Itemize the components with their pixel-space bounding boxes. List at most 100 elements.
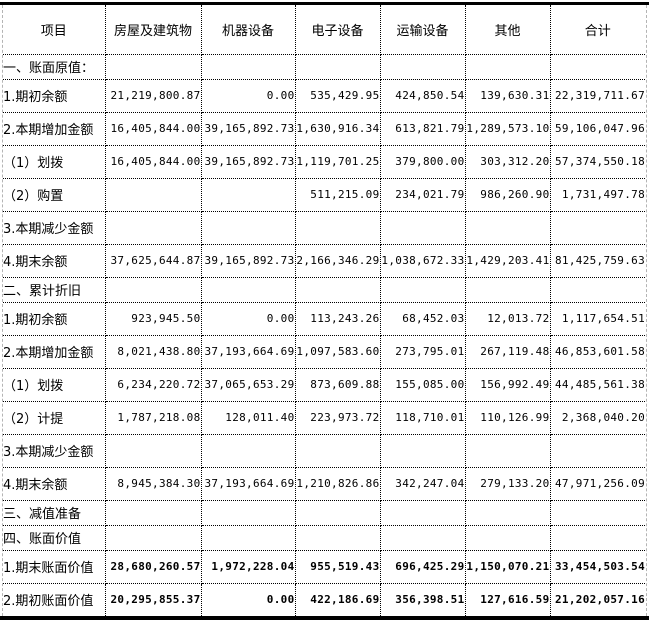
value-cell: 1,210,826.86 bbox=[294, 466, 381, 501]
value-cell: 422,186.69 bbox=[294, 582, 381, 616]
table-row: 1.期末账面价值 28,680,260.57 1,972,228.04 955,519… bbox=[3, 549, 645, 584]
value-cell: 273,795.01 bbox=[379, 334, 466, 369]
top-border-rule bbox=[0, 2, 649, 5]
column-header: 机器设备 bbox=[200, 5, 296, 55]
row-label: 2.本期增加金额 bbox=[3, 111, 106, 146]
value-cell: 356,398.51 bbox=[379, 582, 466, 616]
value-cell bbox=[379, 210, 466, 245]
value-cell bbox=[379, 499, 466, 526]
value-cell: 20,295,855.37 bbox=[104, 582, 202, 616]
value-cell bbox=[104, 177, 202, 212]
row-label: 四、账面价值 bbox=[3, 524, 106, 551]
value-cell bbox=[200, 499, 296, 526]
value-cell bbox=[104, 276, 202, 303]
value-cell: 39,165,892.73 bbox=[200, 144, 296, 179]
table-header: 项目 房屋及建筑物 机器设备 电子设备 运输设备 其他 合计 bbox=[3, 5, 645, 55]
value-cell bbox=[294, 53, 381, 80]
value-cell: 1,630,916.34 bbox=[294, 111, 381, 146]
value-cell bbox=[379, 524, 466, 551]
value-cell bbox=[379, 53, 466, 80]
value-cell: 81,425,759.63 bbox=[549, 243, 645, 278]
row-label: 4.期末余额 bbox=[3, 466, 106, 501]
row-label: 2.本期增加金额 bbox=[3, 334, 106, 369]
value-cell: 37,625,644.87 bbox=[104, 243, 202, 278]
value-cell bbox=[104, 210, 202, 245]
value-cell: 342,247.04 bbox=[379, 466, 466, 501]
asset-table-body: 一、账面原值： 1.期初余额 21,219,800.87 0.00 535,429.95… bbox=[3, 53, 645, 616]
row-label: 1.期末账面价值 bbox=[3, 549, 106, 584]
row-label: （1）划拨 bbox=[3, 144, 106, 179]
table-row: 一、账面原值： bbox=[3, 53, 645, 80]
value-cell: 1,038,672.33 bbox=[379, 243, 466, 278]
value-cell bbox=[549, 210, 645, 245]
row-label: 3.本期减少金额 bbox=[3, 210, 106, 245]
value-cell bbox=[294, 433, 381, 468]
value-cell: 139,630.31 bbox=[464, 78, 551, 113]
value-cell: 37,193,664.69 bbox=[200, 466, 296, 501]
value-cell bbox=[294, 210, 381, 245]
value-cell: 535,429.95 bbox=[294, 78, 381, 113]
value-cell: 613,821.79 bbox=[379, 111, 466, 146]
value-cell bbox=[200, 210, 296, 245]
row-label: 1.期初余额 bbox=[3, 301, 106, 336]
value-cell bbox=[549, 433, 645, 468]
value-cell: 37,193,664.69 bbox=[200, 334, 296, 369]
value-cell: 59,106,047.96 bbox=[549, 111, 645, 146]
value-cell: 1,150,070.21 bbox=[464, 549, 551, 584]
value-cell bbox=[464, 276, 551, 303]
row-label: （2）购置 bbox=[3, 177, 106, 212]
value-cell: 16,405,844.00 bbox=[104, 144, 202, 179]
value-cell: 21,219,800.87 bbox=[104, 78, 202, 113]
table-row: 4.期末余额 8,945,384.30 37,193,664.69 1,210,826… bbox=[3, 466, 645, 501]
value-cell bbox=[104, 433, 202, 468]
row-label: 三、减值准备 bbox=[3, 499, 106, 526]
value-cell: 986,260.90 bbox=[464, 177, 551, 212]
value-cell bbox=[464, 524, 551, 551]
row-label: （2）计提 bbox=[3, 400, 106, 435]
value-cell: 955,519.43 bbox=[294, 549, 381, 584]
bottom-border-rule bbox=[0, 616, 649, 620]
value-cell: 923,945.50 bbox=[104, 301, 202, 336]
value-cell: 279,133.20 bbox=[464, 466, 551, 501]
page-edge-guides: 项目 房屋及建筑物 机器设备 电子设备 运输设备 其他 合计 一、账面原值： 1.期初余额 21… bbox=[2, 5, 647, 616]
table-row: 1.期初余额 923,945.50 0.00 113,243.26 68,452.03 1… bbox=[3, 301, 645, 336]
value-cell: 33,454,503.54 bbox=[549, 549, 645, 584]
value-cell: 424,850.54 bbox=[379, 78, 466, 113]
value-cell: 21,202,057.16 bbox=[549, 582, 645, 616]
value-cell: 6,234,220.72 bbox=[104, 367, 202, 402]
table-row: 3.本期减少金额 bbox=[3, 433, 645, 468]
fixed-assets-table: 项目 房屋及建筑物 机器设备 电子设备 运输设备 其他 合计 一、账面原值： 1.期初余额 21… bbox=[3, 5, 645, 616]
value-cell: 1,429,203.41 bbox=[464, 243, 551, 278]
table-row: 2.期初账面价值 20,295,855.37 0.00 422,186.69 356,3… bbox=[3, 582, 645, 616]
table-row: （1）划拨 16,405,844.00 39,165,892.73 1,119,701… bbox=[3, 144, 645, 179]
value-cell: 8,945,384.30 bbox=[104, 466, 202, 501]
value-cell: 37,065,653.29 bbox=[200, 367, 296, 402]
value-cell: 39,165,892.73 bbox=[200, 111, 296, 146]
value-cell: 873,609.88 bbox=[294, 367, 381, 402]
table-row: （1）划拨 6,234,220.72 37,065,653.29 873,609.88… bbox=[3, 367, 645, 402]
value-cell: 234,021.79 bbox=[379, 177, 466, 212]
row-label: 2.期初账面价值 bbox=[3, 582, 106, 616]
value-cell: 267,119.48 bbox=[464, 334, 551, 369]
value-cell: 68,452.03 bbox=[379, 301, 466, 336]
value-cell: 44,485,561.38 bbox=[549, 367, 645, 402]
value-cell: 1,289,573.10 bbox=[464, 111, 551, 146]
value-cell: 39,165,892.73 bbox=[200, 243, 296, 278]
value-cell: 22,319,711.67 bbox=[549, 78, 645, 113]
value-cell: 156,992.49 bbox=[464, 367, 551, 402]
value-cell bbox=[104, 499, 202, 526]
value-cell: 1,117,654.51 bbox=[549, 301, 645, 336]
value-cell bbox=[549, 499, 645, 526]
table-row: （2）计提 1,787,218.08 128,011.40 223,973.72 118… bbox=[3, 400, 645, 435]
value-cell bbox=[549, 53, 645, 80]
value-cell bbox=[549, 524, 645, 551]
table-row: 1.期初余额 21,219,800.87 0.00 535,429.95 424,850… bbox=[3, 78, 645, 113]
value-cell: 1,119,701.25 bbox=[294, 144, 381, 179]
value-cell bbox=[464, 433, 551, 468]
value-cell: 155,085.00 bbox=[379, 367, 466, 402]
value-cell: 2,368,040.20 bbox=[549, 400, 645, 435]
value-cell bbox=[464, 499, 551, 526]
value-cell: 379,800.00 bbox=[379, 144, 466, 179]
value-cell bbox=[200, 53, 296, 80]
